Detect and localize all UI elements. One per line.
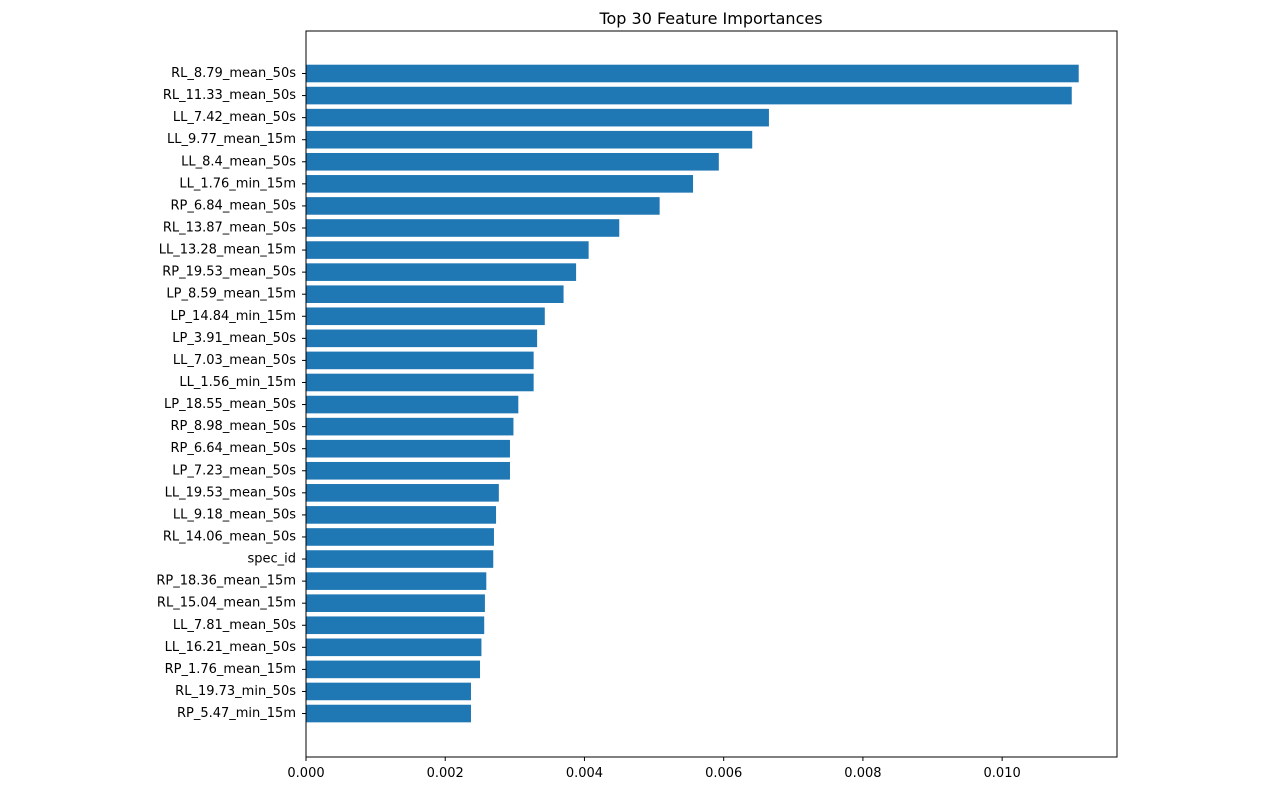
bar-LL_1.56_min_15m: [306, 373, 534, 392]
y-tick-label: LP_8.59_mean_15m: [166, 287, 296, 302]
bar-LL_8.4_mean_50s: [306, 152, 719, 171]
y-tick-label: spec_id: [247, 552, 296, 567]
y-tick-label: LL_1.56_min_15m: [179, 375, 296, 390]
x-tick-label: 0.008: [844, 766, 881, 781]
y-tick-label: LP_18.55_mean_50s: [164, 397, 296, 412]
bar-RL_8.79_mean_50s: [306, 64, 1079, 83]
y-tick-label: RP_19.53_mean_50s: [162, 265, 296, 280]
y-tick-label: RP_6.64_mean_50s: [171, 441, 297, 456]
bar-RP_19.53_mean_50s: [306, 263, 577, 281]
x-ticks: 0.000 0.002 0.004 0.006 0.008 0.010: [287, 757, 1021, 781]
bars-group: [306, 64, 1079, 723]
bar-LL_19.53_mean_50s: [306, 484, 499, 502]
bar-RP_6.64_mean_50s: [306, 439, 510, 458]
bar-spec_id: [306, 550, 494, 568]
y-tick-label: LL_16.21_mean_50s: [165, 640, 297, 655]
y-tick-label: LL_19.53_mean_50s: [165, 485, 297, 500]
y-tick-label: RL_19.73_min_50s: [175, 684, 296, 699]
y-tick-label: RP_5.47_min_15m: [177, 706, 296, 721]
bar-RP_1.76_mean_15m: [306, 660, 481, 679]
bar-LL_13.28_mean_15m: [306, 241, 589, 259]
bar-LL_16.21_mean_50s: [306, 638, 482, 657]
y-tick-label: LL_7.42_mean_50s: [173, 110, 296, 125]
bar-RP_6.84_mean_50s: [306, 197, 660, 215]
bar-RP_5.47_min_15m: [306, 704, 471, 723]
y-tick-label: RP_1.76_mean_15m: [165, 662, 296, 677]
bar-LL_1.76_min_15m: [306, 175, 694, 193]
bar-LL_7.81_mean_50s: [306, 616, 485, 635]
y-tick-label: LL_13.28_mean_15m: [159, 243, 296, 258]
y-tick-label: LP_14.84_min_15m: [170, 309, 296, 324]
y-tick-label: RL_14.06_mean_50s: [163, 529, 296, 544]
y-tick-label: LP_3.91_mean_50s: [172, 331, 296, 346]
bar-RP_18.36_mean_15m: [306, 572, 487, 590]
y-tick-labels: RL_8.79_mean_50s RL_11.33_mean_50s LL_7.42…: [156, 66, 306, 721]
bar-LP_18.55_mean_50s: [306, 395, 519, 414]
x-tick-label: 0.004: [566, 766, 603, 781]
bar-LP_3.91_mean_50s: [306, 329, 538, 348]
bar-RP_8.98_mean_50s: [306, 417, 514, 436]
bar-LL_7.03_mean_50s: [306, 351, 534, 370]
chart-title: Top 30 Feature Importances: [598, 9, 822, 28]
y-tick-label: RP_8.98_mean_50s: [171, 419, 297, 434]
y-tick-label: LL_9.77_mean_15m: [167, 132, 296, 147]
y-tick-label: RL_8.79_mean_50s: [171, 66, 296, 81]
y-tick-label: RL_15.04_mean_15m: [157, 596, 296, 611]
plot-frame: [305, 30, 1118, 758]
y-tick-label: LL_7.81_mean_50s: [173, 618, 296, 633]
x-tick-label: 0.010: [984, 766, 1021, 781]
bar-RL_11.33_mean_50s: [306, 86, 1072, 105]
y-tick-label: LL_8.4_mean_50s: [181, 154, 296, 169]
bar-RL_14.06_mean_50s: [306, 528, 494, 546]
y-tick-label: LL_1.76_min_15m: [179, 176, 296, 191]
y-tick-label: RP_18.36_mean_15m: [156, 574, 296, 589]
y-tick-label: LP_7.23_mean_50s: [172, 463, 296, 478]
y-tick-label: RL_13.87_mean_50s: [163, 220, 296, 235]
y-tick-label: LL_7.03_mean_50s: [173, 353, 296, 368]
bar-RL_13.87_mean_50s: [306, 219, 620, 237]
bar-LL_9.18_mean_50s: [306, 506, 497, 524]
bar-LP_14.84_min_15m: [306, 307, 545, 326]
bar-RL_19.73_min_50s: [306, 682, 471, 701]
bar-LL_7.42_mean_50s: [306, 108, 769, 127]
x-tick-label: 0.006: [705, 766, 742, 781]
x-tick-label: 0.000: [287, 766, 324, 781]
x-tick-label: 0.002: [427, 766, 464, 781]
bar-LP_7.23_mean_50s: [306, 461, 510, 480]
bar-LP_8.59_mean_15m: [306, 285, 564, 303]
y-tick-label: RP_6.84_mean_50s: [171, 198, 297, 213]
y-tick-label: LL_9.18_mean_50s: [173, 507, 296, 522]
bar-LL_9.77_mean_15m: [306, 130, 753, 149]
y-tick-label: RL_11.33_mean_50s: [163, 88, 296, 103]
bar-RL_15.04_mean_15m: [306, 594, 485, 612]
